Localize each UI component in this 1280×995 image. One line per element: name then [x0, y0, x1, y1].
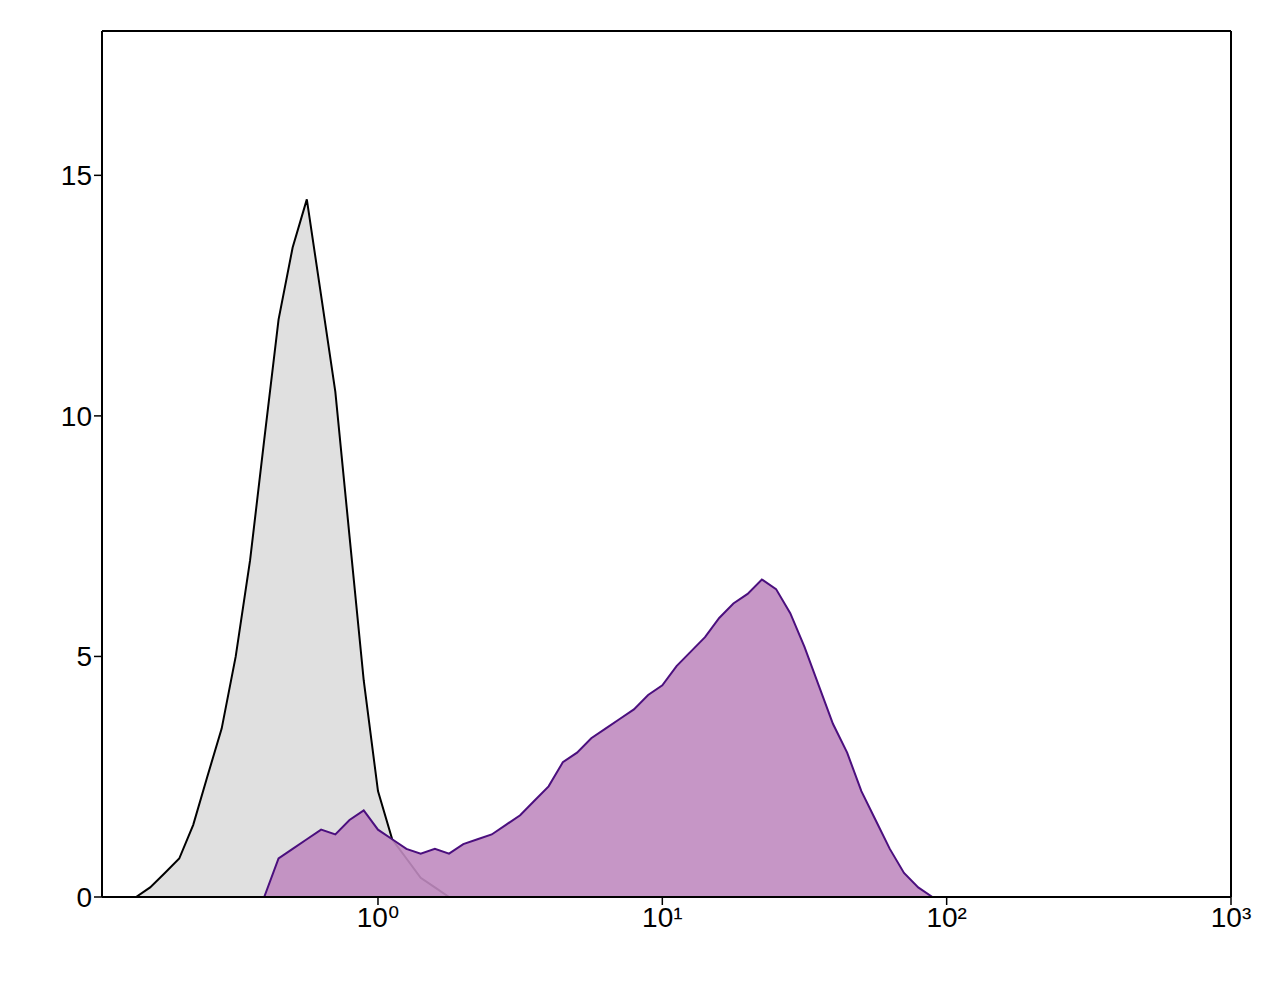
svg-text:10³: 10³ — [1211, 902, 1251, 933]
svg-text:10²: 10² — [926, 902, 966, 933]
svg-text:5: 5 — [76, 641, 92, 672]
svg-text:15: 15 — [61, 160, 92, 191]
svg-text:10¹: 10¹ — [642, 902, 682, 933]
svg-text:10⁰: 10⁰ — [357, 902, 399, 933]
svg-text:0: 0 — [76, 882, 92, 913]
svg-text:10: 10 — [61, 401, 92, 432]
